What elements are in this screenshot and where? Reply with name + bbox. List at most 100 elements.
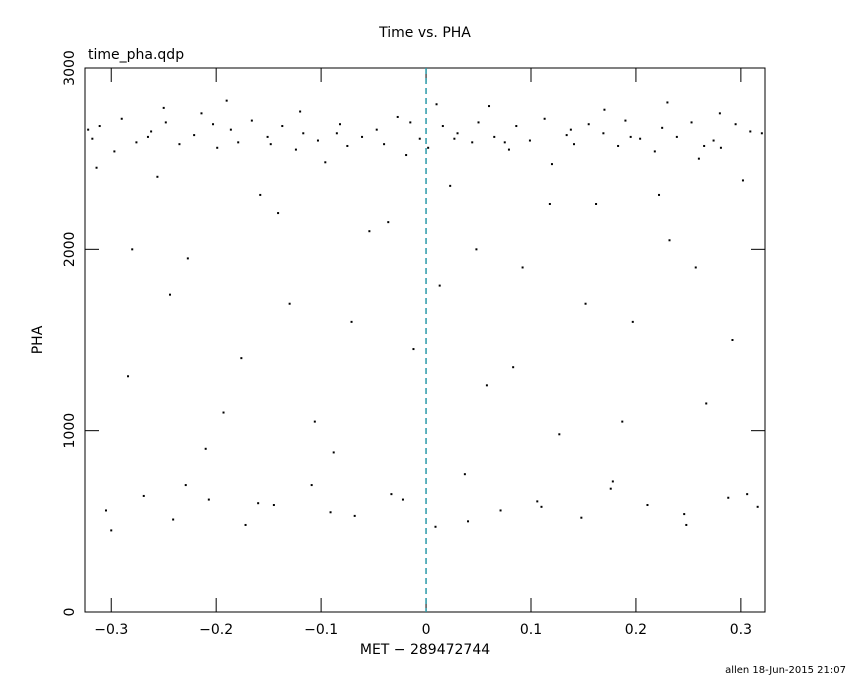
- point: [507, 148, 510, 151]
- point: [515, 125, 518, 128]
- point: [705, 402, 708, 405]
- point: [449, 184, 452, 187]
- point: [375, 128, 378, 131]
- point: [207, 498, 210, 501]
- point: [164, 121, 167, 124]
- point: [499, 509, 502, 512]
- point: [266, 135, 269, 138]
- point: [204, 447, 207, 450]
- point: [329, 511, 332, 514]
- y-axis-label: PHA: [30, 325, 46, 354]
- point: [456, 132, 459, 135]
- point: [666, 101, 669, 104]
- y-tick-label: 1000: [62, 413, 78, 449]
- y-tick-label: 2000: [62, 232, 78, 268]
- point: [595, 203, 598, 205]
- point: [580, 516, 583, 519]
- point: [639, 137, 642, 140]
- point: [658, 193, 661, 196]
- point: [169, 293, 171, 296]
- point: [712, 139, 715, 142]
- point: [237, 141, 240, 144]
- point: [324, 161, 327, 164]
- point: [756, 505, 759, 508]
- x-tick-label: −0.2: [199, 622, 233, 638]
- x-axis-label: MET − 289472744: [360, 642, 490, 658]
- point: [178, 143, 181, 146]
- point: [281, 125, 284, 128]
- point: [434, 525, 437, 528]
- point: [156, 175, 159, 178]
- point: [277, 212, 280, 215]
- point: [172, 518, 175, 521]
- point: [749, 130, 752, 133]
- point: [441, 125, 444, 128]
- point: [98, 125, 101, 128]
- point: [661, 126, 664, 129]
- point: [302, 132, 305, 135]
- point: [401, 498, 404, 501]
- point: [521, 266, 524, 269]
- point: [184, 484, 187, 487]
- point: [409, 121, 412, 124]
- point: [346, 144, 349, 147]
- chart-title: Time vs. PHA: [378, 25, 471, 41]
- point: [548, 203, 551, 205]
- point: [142, 494, 145, 497]
- point: [697, 157, 700, 160]
- point: [558, 433, 561, 436]
- point: [621, 420, 624, 423]
- point: [741, 179, 744, 182]
- footer: allen 18-Jun-2015 21:07: [725, 665, 846, 676]
- point: [565, 134, 568, 137]
- point: [95, 166, 98, 169]
- point: [91, 137, 94, 140]
- point: [584, 302, 587, 305]
- plot-label: time_pha.qdp: [88, 47, 184, 63]
- point: [229, 128, 232, 131]
- point: [316, 139, 319, 142]
- point: [353, 514, 356, 517]
- point: [685, 523, 688, 526]
- y-tick-label: 0: [62, 608, 78, 617]
- point: [113, 150, 116, 153]
- point: [418, 137, 421, 140]
- point: [222, 411, 225, 414]
- point: [603, 108, 606, 111]
- point: [668, 239, 671, 242]
- x-tick-label: 0: [422, 622, 431, 638]
- point: [528, 139, 531, 142]
- point: [412, 348, 415, 351]
- point: [339, 123, 341, 126]
- x-tick-label: −0.1: [304, 622, 338, 638]
- point: [727, 496, 730, 499]
- point: [703, 144, 706, 147]
- point: [543, 117, 546, 120]
- point: [396, 115, 399, 118]
- point: [361, 135, 364, 138]
- point: [368, 230, 371, 233]
- point: [390, 493, 393, 496]
- point: [683, 513, 686, 516]
- point: [718, 112, 721, 115]
- point: [536, 500, 539, 503]
- point: [609, 487, 612, 490]
- x-tick-label: 0.2: [625, 622, 647, 638]
- point: [569, 128, 572, 131]
- point: [120, 117, 123, 120]
- point: [731, 339, 734, 341]
- point: [485, 384, 488, 387]
- point: [150, 130, 153, 133]
- point: [332, 451, 335, 454]
- point: [259, 193, 262, 196]
- plot-frame: [84, 67, 766, 613]
- point: [467, 520, 470, 523]
- point: [646, 504, 649, 507]
- point: [250, 119, 253, 122]
- point: [503, 141, 506, 144]
- point: [540, 505, 543, 508]
- point: [471, 141, 474, 144]
- point: [631, 320, 634, 323]
- point: [675, 135, 678, 138]
